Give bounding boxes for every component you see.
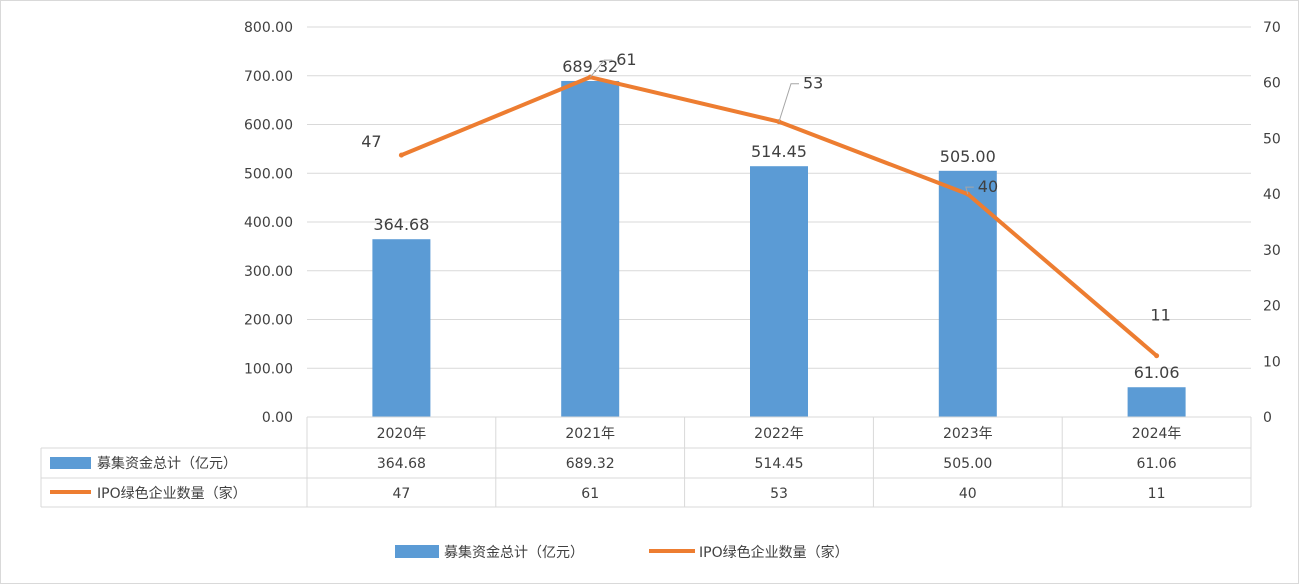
line-point	[398, 152, 404, 158]
table-cell: 364.68	[377, 456, 426, 472]
legend-label: 募集资金总计（亿元）	[444, 544, 584, 561]
bar-data-label: 689.32	[562, 57, 618, 76]
x-category-label: 2020年	[377, 426, 427, 442]
bar	[750, 166, 808, 417]
line-point	[1154, 353, 1160, 359]
table-cell: 689.32	[566, 456, 615, 472]
leader-line	[589, 59, 613, 78]
leader-line	[778, 83, 799, 122]
y-left-tick-label: 600.00	[244, 118, 293, 134]
right-axis: 0 10 20 30 40 50 60 70	[1263, 20, 1281, 426]
bar	[938, 170, 997, 417]
x-category-label: 2023年	[943, 426, 993, 442]
bar	[372, 239, 431, 417]
line-data-label: 47	[361, 132, 381, 151]
leader-line	[965, 186, 974, 195]
x-category-label: 2024年	[1132, 426, 1182, 442]
line-data-label: 11	[1150, 306, 1170, 325]
y-left-tick-label: 200.00	[244, 313, 293, 329]
bar	[1127, 387, 1186, 417]
table-row-header: 募集资金总计（亿元）	[97, 455, 237, 472]
bar-series: 364.68 689.32 514.45 505.00 61.06	[372, 57, 1186, 418]
table-cell: 514.45	[755, 456, 804, 472]
y-left-tick-label: 300.00	[244, 264, 293, 280]
bar	[561, 80, 620, 418]
bar-legend-key	[50, 457, 91, 469]
table-cell: 53	[770, 486, 788, 502]
table-cell: 61.06	[1137, 456, 1177, 472]
y-right-tick-label: 0	[1263, 410, 1272, 426]
y-right-tick-label: 20	[1263, 299, 1281, 315]
y-left-tick-label: 0.00	[262, 410, 293, 426]
line-data-label: 40	[978, 177, 998, 196]
table-cell: 61	[581, 486, 599, 502]
x-category-label: 2021年	[565, 426, 615, 442]
bar-data-label: 61.06	[1134, 363, 1180, 382]
line-series: 47 61 53 40 11	[361, 50, 1171, 359]
table-row-header: IPO绿色企业数量（家）	[97, 485, 247, 502]
y-left-tick-label: 400.00	[244, 215, 293, 231]
legend-label: IPO绿色企业数量（家）	[699, 544, 849, 561]
data-table: 2020年 364.68 47 2021年 689.32 61 2022年 514.45 53 2…	[40, 416, 1252, 508]
y-right-tick-label: 70	[1263, 20, 1281, 36]
x-category-label: 2022年	[754, 426, 804, 442]
line-data-label: 61	[616, 50, 636, 69]
table-cell: 11	[1148, 486, 1166, 502]
table-cell: 40	[959, 486, 977, 502]
y-left-tick-label: 700.00	[244, 69, 293, 85]
bar-data-label: 505.00	[940, 147, 996, 166]
y-left-tick-label: 800.00	[244, 20, 293, 36]
y-left-tick-label: 100.00	[244, 361, 293, 377]
y-right-tick-label: 40	[1263, 187, 1281, 203]
y-right-tick-label: 60	[1263, 76, 1281, 92]
table-cell: 47	[392, 486, 410, 502]
bar-data-label: 514.45	[751, 142, 807, 161]
y-right-tick-label: 50	[1263, 131, 1281, 147]
line-data-label: 53	[803, 74, 823, 93]
left-axis: 0.00 100.00 200.00 300.00 400.00 500.00 600.00…	[244, 20, 293, 426]
bar-data-label: 364.68	[373, 215, 429, 234]
legend: 募集资金总计（亿元） IPO绿色企业数量（家）	[395, 544, 849, 561]
y-right-tick-label: 10	[1263, 354, 1281, 370]
table-cell: 505.00	[943, 456, 992, 472]
y-left-tick-label: 500.00	[244, 166, 293, 182]
y-right-tick-label: 30	[1263, 243, 1281, 259]
legend-bar-swatch	[395, 545, 439, 558]
